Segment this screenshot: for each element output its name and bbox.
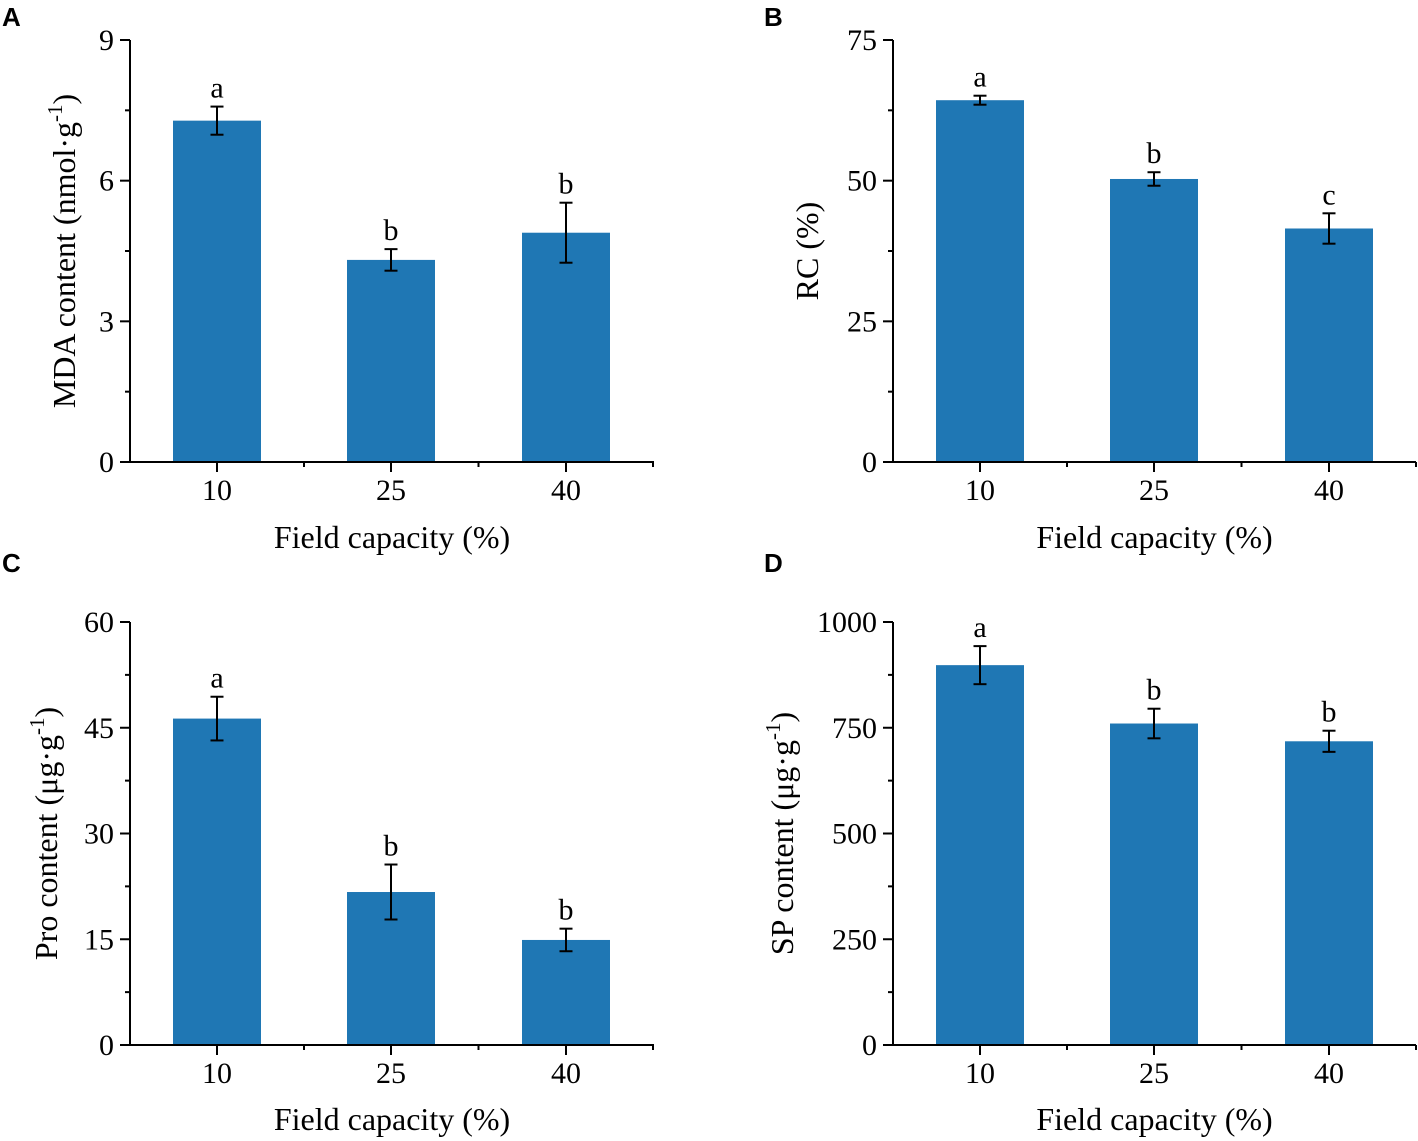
y-axis-title-main: SP content (μg·g <box>764 740 800 955</box>
y-axis-title: MDA content (nmol·g-1) <box>43 94 82 408</box>
x-tick-label: 10 <box>965 474 995 507</box>
significance-label: b <box>1147 674 1162 707</box>
y-tick-label: 750 <box>832 712 877 745</box>
bar <box>347 259 435 462</box>
y-tick-label: 250 <box>832 923 877 956</box>
x-tick-label: 10 <box>202 474 232 507</box>
significance-label: a <box>973 61 986 94</box>
y-tick-label: 3 <box>99 305 114 338</box>
x-axis-title: Field capacity (%) <box>274 1101 510 1137</box>
y-tick-label: 500 <box>832 818 877 851</box>
significance-label: b <box>1147 137 1162 170</box>
significance-label: a <box>973 611 986 644</box>
significance-label: b <box>1322 696 1337 729</box>
panel-c: C a 10 b 25 b 40 0 15 30 45 60 Field capacity (%) Pr… <box>2 548 654 1137</box>
y-tick-label: 25 <box>847 305 877 338</box>
bar <box>173 120 261 462</box>
y-axis-title-superscript: -1 <box>43 104 67 122</box>
panel-letter: B <box>764 2 783 32</box>
panel-d: D a 10 b 25 b 40 0 250 500 750 1000 Field capacity … <box>761 548 1417 1137</box>
y-axis-title: SP content (μg·g-1) <box>761 712 800 955</box>
x-axis-title: Field capacity (%) <box>274 519 510 555</box>
x-tick-label: 40 <box>551 474 581 507</box>
panel-a: A a 10 b 25 b 40 0 3 6 9 Field capacity (%) MDA con… <box>2 2 654 555</box>
significance-label: b <box>559 894 574 927</box>
y-tick-label: 30 <box>84 818 114 851</box>
x-tick-label: 25 <box>376 474 406 507</box>
y-axis-title-main: MDA content (nmol·g <box>46 122 82 408</box>
y-tick-label: 0 <box>862 1029 877 1062</box>
y-tick-label: 0 <box>99 1029 114 1062</box>
y-axis-title-tail: ) <box>764 712 800 723</box>
panel-letter: D <box>764 548 783 578</box>
significance-label: b <box>384 214 399 247</box>
bar <box>1110 178 1198 462</box>
significance-label: a <box>210 72 223 105</box>
bar <box>936 100 1024 463</box>
bar <box>522 232 610 462</box>
y-axis-title: Pro content (μg·g-1) <box>25 707 64 960</box>
x-tick-label: 10 <box>965 1057 995 1090</box>
y-tick-label: 0 <box>99 446 114 479</box>
x-tick-label: 40 <box>1314 474 1344 507</box>
y-axis-title-main: RC (%) <box>789 202 825 301</box>
bar <box>1110 723 1198 1045</box>
panel-b: B a 10 b 25 c 40 0 25 50 75 Field capacity (%) RC (… <box>764 2 1417 555</box>
y-tick-label: 0 <box>862 446 877 479</box>
x-tick-label: 40 <box>551 1057 581 1090</box>
x-tick-label: 10 <box>202 1057 232 1090</box>
x-axis-title: Field capacity (%) <box>1036 519 1272 555</box>
significance-label: c <box>1322 178 1335 211</box>
bar <box>936 665 1024 1045</box>
panel-letter: A <box>2 2 21 32</box>
y-axis-title-main: Pro content (μg·g <box>28 735 64 960</box>
significance-label: a <box>210 662 223 695</box>
x-tick-label: 25 <box>1139 1057 1169 1090</box>
y-axis-title-superscript: -1 <box>761 723 785 741</box>
y-axis-title-superscript: -1 <box>25 718 49 736</box>
y-axis-title-tail: ) <box>28 707 64 718</box>
x-tick-label: 25 <box>376 1057 406 1090</box>
x-axis-title: Field capacity (%) <box>1036 1101 1272 1137</box>
y-tick-label: 50 <box>847 165 877 198</box>
y-axis-title-tail: ) <box>46 94 82 105</box>
y-tick-label: 6 <box>99 165 114 198</box>
bar <box>173 718 261 1045</box>
panel-letter: C <box>2 548 21 578</box>
significance-label: b <box>559 168 574 201</box>
y-axis-title: RC (%) <box>789 202 825 301</box>
bar <box>522 939 610 1045</box>
bar <box>1285 741 1373 1045</box>
bar <box>1285 228 1373 462</box>
significance-label: b <box>384 830 399 863</box>
y-tick-label: 60 <box>84 606 114 639</box>
y-tick-label: 15 <box>84 923 114 956</box>
x-tick-label: 40 <box>1314 1057 1344 1090</box>
y-tick-label: 45 <box>84 712 114 745</box>
y-tick-label: 1000 <box>817 606 877 639</box>
x-tick-label: 25 <box>1139 474 1169 507</box>
y-tick-label: 75 <box>847 24 877 57</box>
y-tick-label: 9 <box>99 24 114 57</box>
